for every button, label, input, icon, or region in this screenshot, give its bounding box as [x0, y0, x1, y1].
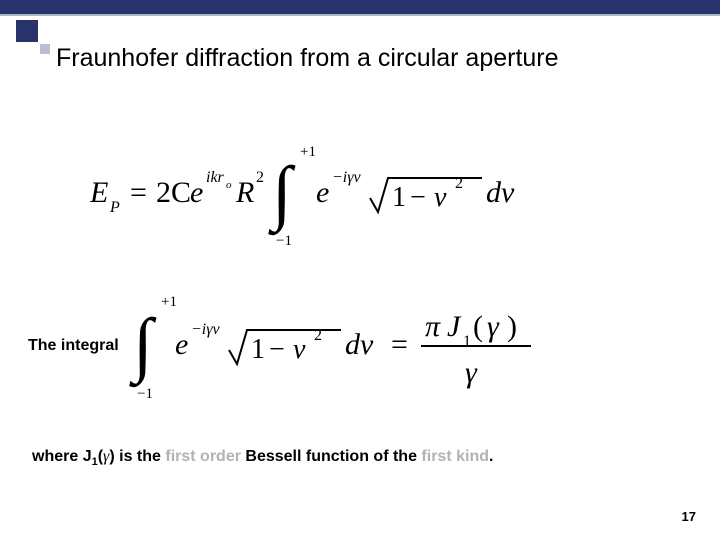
eq1-root-sup: 2 [455, 175, 463, 192]
eq1-root-minus: − [410, 182, 426, 213]
eq2-eq: = [391, 328, 408, 361]
equation-2: ∫ +1 −1 e −iγν 1 − ν 2 dν = π J 1 ( γ ) [129, 290, 549, 402]
eq2-root-1: 1 [251, 334, 265, 365]
corner-square-large [16, 20, 38, 42]
eq1-2C: 2C [156, 176, 191, 209]
equation-1: E P = 2C e ikr o R 2 ∫ +1 −1 e −iγν 1 − … [90, 140, 570, 250]
integral-label: The integral [28, 337, 119, 355]
eq2-rparen: ) [507, 310, 517, 343]
equation-2-row: The integral ∫ +1 −1 e −iγν 1 − ν 2 dν =… [28, 290, 549, 402]
page-number: 17 [682, 509, 696, 524]
eq2-gamma-top: γ [487, 310, 500, 343]
top-strip [0, 0, 720, 14]
eq1-integral-sign: ∫ [268, 152, 296, 236]
eq1-sqrt-sign [370, 178, 482, 212]
eq1-root-1: 1 [392, 182, 406, 213]
eq1-e2: e [316, 176, 329, 209]
eq2-pi: π [425, 310, 441, 343]
eq1-e1: e [190, 176, 203, 209]
bessel-end: . [489, 448, 493, 465]
eq1-dnu: dν [486, 176, 515, 209]
bessel-first-kind: first kind [421, 448, 489, 465]
eq1-E: E [90, 176, 108, 209]
eq1-root-nu: ν [434, 182, 447, 213]
eq2-J: J [447, 310, 462, 343]
eq2-root-nu: ν [293, 334, 306, 365]
eq2-root-sup: 2 [314, 327, 322, 344]
eq2-sqrt-sign [229, 330, 341, 364]
eq2-root-minus: − [269, 334, 285, 365]
eq1-int-lower: −1 [276, 233, 292, 249]
eq1-eq: = [130, 176, 147, 209]
corner-square-small [40, 44, 50, 54]
eq2-int-upper: +1 [161, 294, 177, 310]
eq2-gamma-bot: γ [465, 356, 478, 389]
eq2-int-lower: −1 [137, 386, 153, 402]
eq2-exp: −iγν [191, 321, 221, 338]
eq1-R2: 2 [256, 169, 264, 186]
eq2-e: e [175, 328, 188, 361]
eq2-J-sub: 1 [463, 333, 471, 350]
bessel-close: ) is the [109, 448, 165, 465]
eq1-ikr: ikr [206, 169, 225, 186]
bessel-prefix: where J [32, 448, 92, 465]
eq1-P: P [109, 199, 120, 216]
eq1-R: R [235, 176, 254, 209]
eq1-int-upper: +1 [300, 144, 316, 160]
bessel-mid: Bessell function of the [241, 448, 421, 465]
eq1-exp2: −iγν [332, 169, 362, 186]
top-accent-line [0, 14, 720, 16]
eq1-ikr-sub: o [226, 179, 232, 191]
eq2-dnu: dν [345, 328, 374, 361]
slide-title: Fraunhofer diffraction from a circular a… [56, 44, 559, 73]
bessel-first-order: first order [165, 448, 241, 465]
bessel-description: where J1(γ) is the first order Bessell f… [32, 448, 493, 468]
eq2-lparen: ( [473, 310, 483, 343]
eq2-integral-sign: ∫ [129, 304, 157, 388]
